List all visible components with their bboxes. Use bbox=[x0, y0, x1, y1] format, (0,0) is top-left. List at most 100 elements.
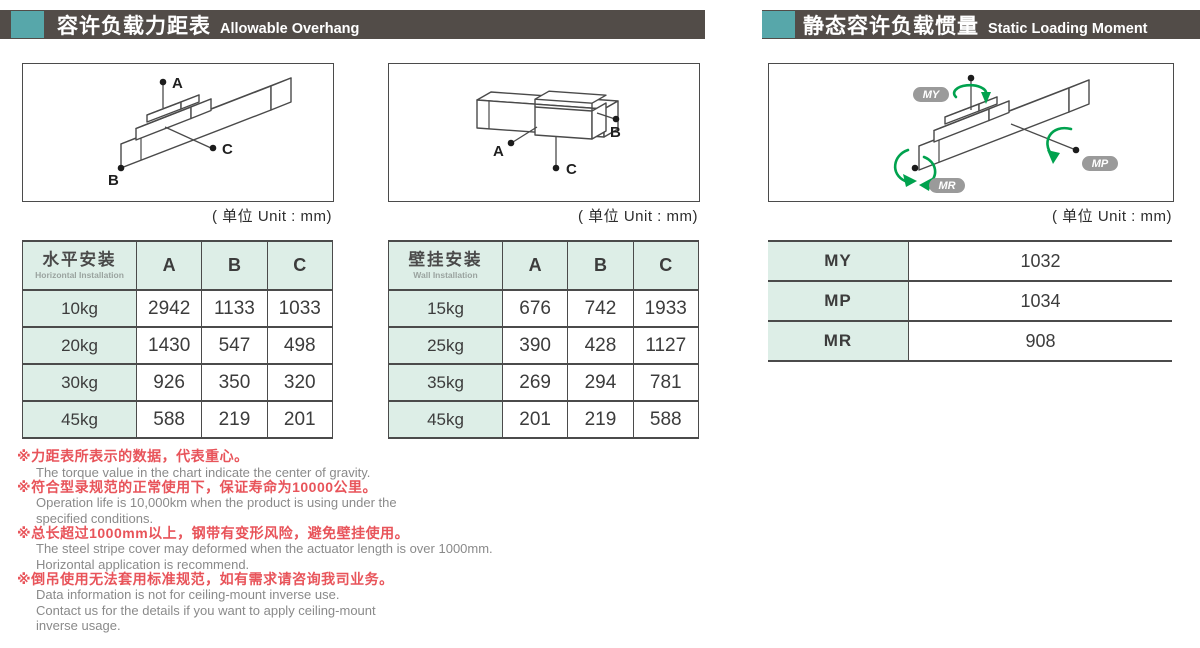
point-a-dot bbox=[159, 78, 167, 86]
footnote-zh: ※力距表所表示的数据，代表重心。 bbox=[17, 448, 249, 464]
value-c: 201 bbox=[266, 400, 333, 439]
value-a: 269 bbox=[501, 363, 569, 402]
value-b: 219 bbox=[201, 400, 268, 439]
table-row: 20kg 1430 547 498 bbox=[22, 326, 333, 365]
footnote-en: Data information is not for ceiling-moun… bbox=[36, 587, 340, 603]
table-header-row: 水平安装 Horizontal Installation A B C bbox=[22, 240, 333, 291]
footnote-en: Operation life is 10,000km when the prod… bbox=[36, 495, 397, 511]
value-b: 219 bbox=[567, 400, 634, 439]
my-dot bbox=[967, 74, 975, 82]
actuator-beam bbox=[120, 77, 292, 169]
table-row: 45kg 201 219 588 bbox=[388, 400, 699, 439]
value-c: 588 bbox=[632, 400, 699, 439]
teal-accent-square bbox=[762, 11, 795, 38]
section-header-static-loading-moment: 静态容许负载惯量 Static Loading Moment bbox=[762, 10, 1200, 39]
slider-block bbox=[534, 90, 607, 140]
unit-label: ( 单位 Unit : mm) bbox=[212, 208, 332, 225]
section-title-zh: 容许负载力距表 bbox=[57, 14, 211, 38]
header-en: Wall Installation bbox=[413, 270, 478, 280]
load-cell: 45kg bbox=[22, 400, 137, 439]
mp-arrowhead-icon bbox=[1047, 150, 1060, 164]
moment-value: 1032 bbox=[908, 240, 1172, 282]
value-a: 1430 bbox=[135, 326, 203, 365]
table-header-row: 壁挂安装 Wall Installation A B C bbox=[388, 240, 699, 291]
mr-badge-label: MR bbox=[938, 180, 955, 192]
value-a: 926 bbox=[135, 363, 203, 402]
mp-badge-label: MP bbox=[1092, 158, 1109, 170]
footnote: ※倒吊使用无法套用标准规范，如有需求请咨询我司业务。 Data informat… bbox=[17, 570, 657, 633]
header-cell-c: C bbox=[632, 240, 699, 291]
value-c: 781 bbox=[632, 363, 699, 402]
unit-label: ( 单位 Unit : mm) bbox=[578, 208, 698, 225]
footnote-en: The steel stripe cover may deformed when… bbox=[36, 541, 493, 557]
header-zh: 水平安装 bbox=[42, 251, 117, 269]
load-cell: 30kg bbox=[22, 363, 137, 402]
value-b: 547 bbox=[201, 326, 268, 365]
moment-value: 1034 bbox=[908, 280, 1172, 322]
section-title-zh: 静态容许负载惯量 bbox=[803, 14, 979, 38]
table-row: MR 908 bbox=[768, 320, 1172, 362]
value-c: 498 bbox=[266, 326, 333, 365]
point-b-label: B bbox=[108, 172, 119, 189]
footnote-zh: ※倒吊使用无法套用标准规范，如有需求请咨询我司业务。 bbox=[17, 570, 394, 587]
value-b: 742 bbox=[567, 289, 634, 328]
header-cell-installation: 水平安装 Horizontal Installation bbox=[22, 240, 137, 291]
value-b: 350 bbox=[201, 363, 268, 402]
table-row: MP 1034 bbox=[768, 280, 1172, 322]
point-c-label: C bbox=[222, 141, 233, 158]
footnotes: ※力距表所表示的数据，代表重心。 The torque value in the… bbox=[17, 448, 657, 633]
moment-label: MR bbox=[768, 320, 909, 362]
point-c-dot bbox=[209, 144, 217, 152]
mr-rotation-arrow-left bbox=[893, 148, 910, 183]
point-b-dot bbox=[117, 164, 125, 172]
header-en: Horizontal Installation bbox=[35, 270, 124, 280]
table-row: 10kg 2942 1133 1033 bbox=[22, 289, 333, 328]
footnote-en: inverse usage. bbox=[36, 617, 121, 633]
section-title: 静态容许负载惯量 Static Loading Moment bbox=[803, 10, 1148, 40]
mp-leader bbox=[1010, 123, 1077, 151]
teal-accent-square bbox=[11, 11, 44, 38]
load-cell: 20kg bbox=[22, 326, 137, 365]
static-moment-table: MY 1032 MP 1034 MR 908 bbox=[768, 240, 1172, 362]
point-c-dot bbox=[552, 164, 560, 172]
horizontal-actuator-drawing: A B C bbox=[108, 75, 292, 189]
section-title: 容许负载力距表 Allowable Overhang bbox=[57, 10, 359, 40]
moment-actuator-drawing: MY MP MR bbox=[893, 74, 1118, 193]
moment-label: MP bbox=[768, 280, 909, 322]
section-title-en: Allowable Overhang bbox=[220, 20, 360, 37]
point-c-label: C bbox=[566, 161, 577, 178]
value-c: 1933 bbox=[632, 289, 699, 328]
mr-dot bbox=[911, 164, 919, 172]
point-b-leader bbox=[596, 112, 616, 120]
point-b-dot bbox=[612, 115, 620, 123]
my-rotation-arrow bbox=[952, 83, 988, 99]
moment-label: MY bbox=[768, 240, 909, 282]
table-row: 35kg 269 294 781 bbox=[388, 363, 699, 402]
value-a: 2942 bbox=[135, 289, 203, 328]
unit-label: ( 单位 Unit : mm) bbox=[1052, 208, 1172, 225]
header-cell-installation: 壁挂安装 Wall Installation bbox=[388, 240, 503, 291]
table-row: MY 1032 bbox=[768, 240, 1172, 282]
header-cell-b: B bbox=[567, 240, 634, 291]
value-b: 428 bbox=[567, 326, 634, 365]
header-cell-b: B bbox=[201, 240, 268, 291]
point-a-label: A bbox=[493, 143, 504, 160]
header-cell-a: A bbox=[501, 240, 569, 291]
value-b: 1133 bbox=[201, 289, 268, 328]
section-title-en: Static Loading Moment bbox=[988, 20, 1148, 37]
mr-arrowhead-icon bbox=[903, 174, 917, 187]
wall-installation-table: 壁挂安装 Wall Installation A B C 15kg 676 74… bbox=[388, 240, 699, 439]
value-a: 201 bbox=[501, 400, 569, 439]
header-cell-c: C bbox=[266, 240, 333, 291]
footnote-en: specified conditions. bbox=[36, 510, 154, 526]
slider-block bbox=[135, 94, 212, 141]
footnote: ※力距表所表示的数据，代表重心。 The torque value in the… bbox=[17, 448, 657, 480]
load-cell: 25kg bbox=[388, 326, 503, 365]
load-cell: 35kg bbox=[388, 363, 503, 402]
footnote-zh: ※符合型录规范的正常使用下，保证寿命为10000公里。 bbox=[17, 478, 378, 495]
value-a: 588 bbox=[135, 400, 203, 439]
value-c: 1033 bbox=[266, 289, 333, 328]
point-a-label: A bbox=[172, 75, 183, 92]
footnote-en: The torque value in the chart indicate t… bbox=[36, 464, 371, 480]
mp-badge: MP bbox=[1082, 156, 1118, 171]
